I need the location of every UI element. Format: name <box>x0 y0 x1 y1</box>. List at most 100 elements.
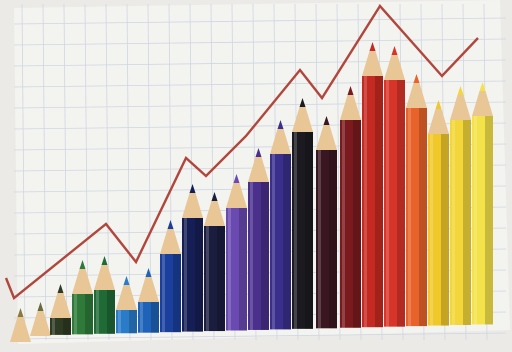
pencil-wood-tip <box>472 91 493 116</box>
pencil-lead <box>457 86 464 95</box>
pencil-highlight <box>272 154 275 330</box>
pencil-shadow <box>151 302 159 333</box>
pencil-shadow <box>419 108 427 327</box>
pencil-shadow <box>129 310 137 334</box>
pencil-shadow <box>85 294 93 335</box>
pencil-body <box>450 120 471 325</box>
pencil-shadow <box>441 134 449 326</box>
pencil-yellow-2 <box>450 86 471 325</box>
pencil-body <box>292 132 313 329</box>
pencil-orange <box>406 74 427 327</box>
pencil-olive-1 <box>10 308 31 342</box>
pencil-shadow <box>463 120 471 325</box>
pencil-wood-tip <box>450 95 471 120</box>
pencil-wood-tip <box>248 157 269 182</box>
pencil-wood-tip <box>384 55 405 80</box>
pencil-wood-tip <box>50 293 71 318</box>
pencil-wood-tip <box>316 125 337 150</box>
trend-line <box>4 4 479 300</box>
pencil-shadow <box>173 254 181 333</box>
pencil-wood-tip <box>226 183 247 208</box>
pencil-highlight <box>96 290 99 334</box>
pencil-lead <box>123 276 130 285</box>
pencil-body <box>406 108 427 327</box>
pencil-wood-tip <box>362 51 383 76</box>
pencil-shadow <box>239 208 247 331</box>
pencil-lead <box>79 260 86 269</box>
pencil-lead <box>17 308 24 317</box>
pencil-highlight <box>206 226 209 332</box>
pencil-wood-tip <box>292 107 313 132</box>
pencil-wood-tip <box>204 201 225 226</box>
pencil-lead <box>323 116 330 125</box>
pencils <box>10 42 493 342</box>
pencil-green-1 <box>72 260 93 335</box>
pencil-lead <box>369 42 376 51</box>
pencil-lead <box>37 302 44 311</box>
pencil-wood-tip <box>94 265 115 290</box>
pencil-highlight <box>408 108 411 327</box>
pencil-body <box>226 208 247 331</box>
pencil-lead <box>189 184 196 193</box>
pencil-shadow <box>63 318 71 335</box>
pencil-wood-tip <box>72 269 93 294</box>
grid-line-horizontal <box>13 59 507 67</box>
pencil-lead <box>167 220 174 229</box>
pencil-highlight <box>140 302 143 333</box>
pencil-highlight <box>162 254 165 333</box>
pencil-navy-2 <box>204 192 225 332</box>
grid-line-horizontal <box>13 332 507 340</box>
pencil-highlight <box>386 80 389 327</box>
pencil-body <box>160 254 181 333</box>
pencil-shadow <box>283 154 291 330</box>
pencil-highlight <box>184 218 187 332</box>
pencil-highlight <box>294 132 297 329</box>
pencil-body <box>182 218 203 332</box>
pencil-body <box>362 76 383 328</box>
pencil-red-1 <box>362 42 383 328</box>
pencil-blue-2 <box>138 268 159 333</box>
pencil-highlight <box>228 208 231 331</box>
pencil-lead <box>435 100 442 109</box>
pencil-highlight <box>52 318 55 335</box>
pencil-body <box>248 182 269 330</box>
grid-line-horizontal <box>13 17 507 25</box>
pencil-highlight <box>474 116 477 325</box>
pencil-shadow <box>397 80 405 327</box>
pencil-body <box>316 150 337 329</box>
pencil-highlight <box>430 134 433 326</box>
grid-line-horizontal <box>13 38 507 46</box>
pencil-body <box>428 134 449 326</box>
pencil-red-2 <box>384 46 405 327</box>
pencil-highlight <box>250 182 253 330</box>
pencil-body <box>204 226 225 332</box>
pencil-highlight <box>452 120 455 325</box>
pencil-shadow <box>329 150 337 329</box>
pencil-shadow <box>353 120 361 328</box>
pencil-shadow <box>217 226 225 332</box>
pencil-lead <box>211 192 218 201</box>
pencil-wood-tip <box>10 317 31 342</box>
pencil-wood-tip <box>182 193 203 218</box>
pencil-blue-3 <box>160 220 181 333</box>
grid-line-vertical <box>126 3 131 341</box>
grid-line-vertical <box>42 3 47 341</box>
pencil-shadow <box>195 218 203 332</box>
pencil-dark-red <box>340 86 361 328</box>
pencil-body <box>72 294 93 335</box>
pencil-green-2 <box>94 256 115 334</box>
pencil-body <box>138 302 159 333</box>
pencil-body <box>384 80 405 327</box>
pencil-lead <box>277 120 284 129</box>
pencil-shadow <box>305 132 313 329</box>
grid-line-vertical <box>21 3 26 341</box>
pencil-body <box>270 154 291 330</box>
pencil-wood-tip <box>138 277 159 302</box>
pencil-highlight <box>318 150 321 329</box>
pencil-wood-tip <box>30 311 51 336</box>
pencil-shadow <box>107 290 115 334</box>
pencil-body <box>472 116 493 325</box>
pencil-lead <box>347 86 354 95</box>
pencil-yellow-1 <box>428 100 449 326</box>
pencil-body <box>116 310 137 334</box>
